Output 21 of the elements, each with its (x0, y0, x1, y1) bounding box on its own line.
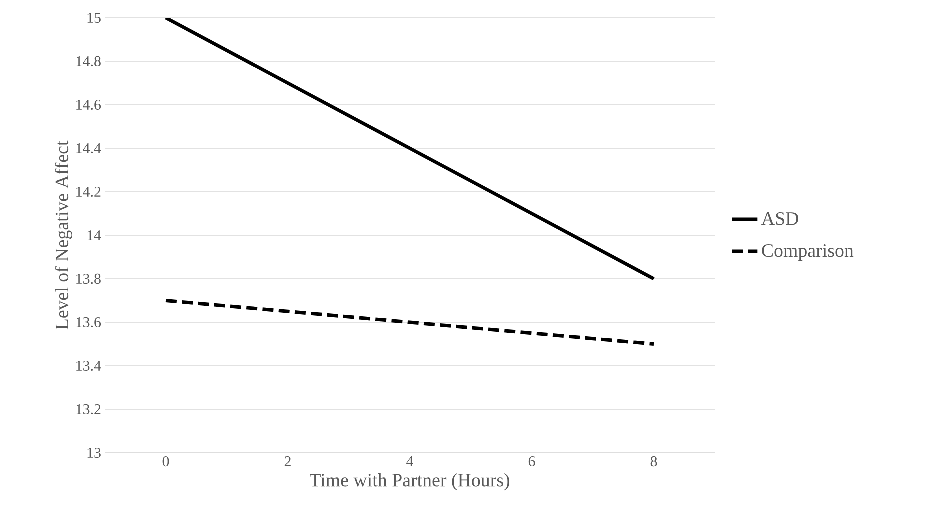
x-tick-label: 0 (162, 456, 170, 467)
line-series (164, 18, 656, 281)
x-tick-label: 2 (284, 456, 291, 466)
y-tick-label: 13.2 (76, 404, 101, 415)
y-tick-label: 14.2 (76, 186, 101, 198)
x-tick-label: 4 (406, 456, 414, 466)
y-tick-label: 15 (88, 12, 101, 23)
y-axis-title: Level of Negative Affect (55, 140, 72, 330)
y-tick-label: 14.6 (76, 100, 102, 110)
x-axis-title: Time with Partner (Hours) (310, 473, 510, 491)
y-tick-label: 13.4 (76, 360, 102, 372)
y-tick-label: 13.6 (76, 317, 102, 328)
legend-label: Comparison (762, 244, 854, 262)
x-tick-label: 8 (650, 456, 658, 467)
x-tick-label: 6 (528, 456, 536, 467)
legend-label: ASD (762, 212, 798, 226)
y-tick-label: 14.4 (76, 143, 102, 154)
y-tick-label: 14.8 (76, 56, 101, 67)
y-tick-label: 14 (88, 230, 102, 240)
y-tick-label: 13.8 (76, 274, 101, 284)
y-tick-label: 13 (88, 448, 101, 458)
